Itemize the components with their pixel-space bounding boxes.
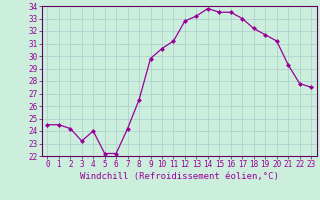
X-axis label: Windchill (Refroidissement éolien,°C): Windchill (Refroidissement éolien,°C)	[80, 172, 279, 181]
